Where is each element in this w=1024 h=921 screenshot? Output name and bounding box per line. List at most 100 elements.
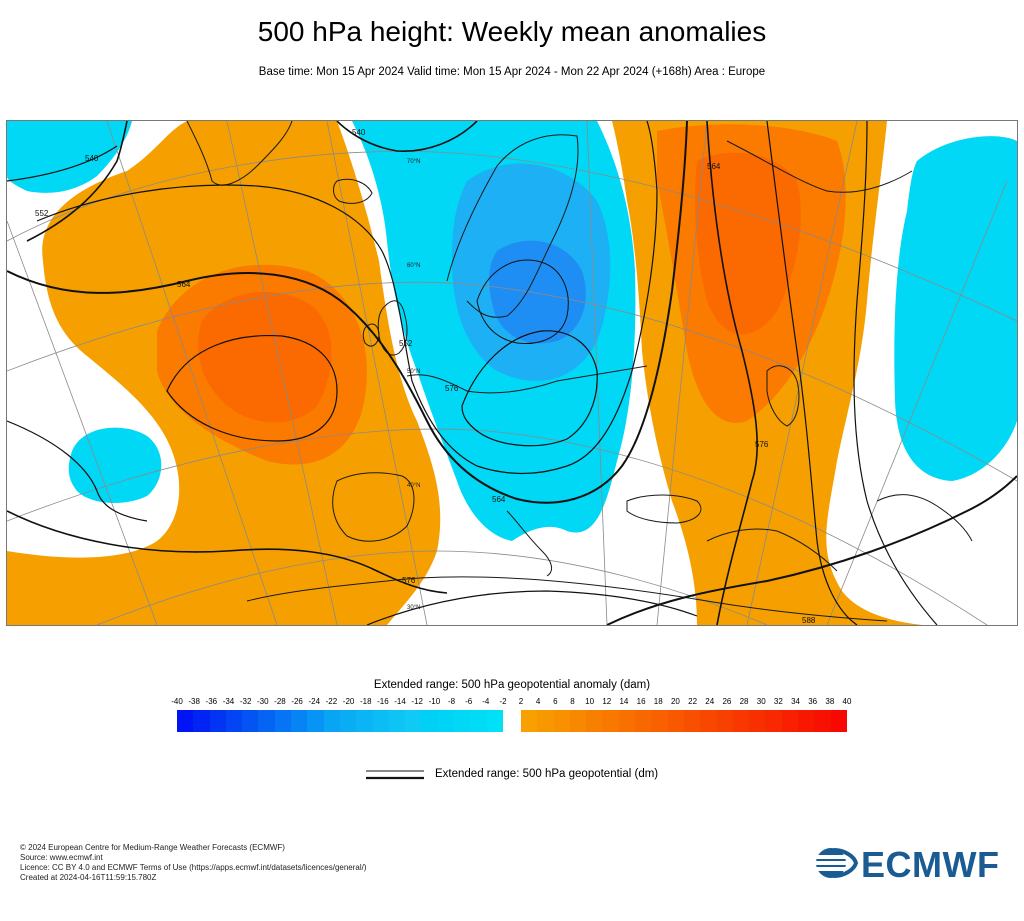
colorbar-tick-label: 22: [688, 697, 698, 706]
colorbar-segment: [749, 710, 766, 732]
colorbar-segment: [225, 710, 243, 732]
colorbar-segment: [732, 710, 750, 732]
negative-colorbar: [177, 710, 503, 732]
colorbar-tick-label: 10: [585, 697, 595, 706]
coast-iran: [876, 494, 973, 542]
contour-label: 564: [707, 162, 721, 171]
colorbar-segment: [618, 710, 636, 732]
colorbar-segment: [470, 710, 487, 732]
coast-iberia: [332, 472, 415, 542]
coast-europe-north: [406, 365, 648, 394]
colorbar-segment: [683, 710, 701, 732]
contour-540-nw: [26, 121, 128, 242]
colorbar-tick-label: -12: [411, 697, 423, 706]
colorbar-segment: [405, 710, 422, 732]
colorbar-segment: [569, 710, 587, 732]
colorbar-tick-label: -38: [188, 697, 200, 706]
colorbar-segment: [437, 710, 455, 732]
colorbar-segment: [486, 710, 503, 732]
colorbar-tick-label: -20: [342, 697, 355, 706]
latitude-label: 30°N: [407, 605, 420, 611]
contour-576-e: [706, 121, 758, 625]
contour-576-sw: [7, 420, 148, 522]
graticule: [7, 121, 1017, 625]
colorbar-segment: [323, 710, 340, 732]
coast-scandinavia: [446, 134, 579, 318]
colorbar-segment: [553, 710, 570, 732]
contour-label: 588: [802, 616, 816, 625]
colorbar-tick-label: -24: [308, 697, 321, 706]
colorbar-segment: [830, 710, 847, 732]
colorbar-tick-label: -26: [291, 697, 303, 706]
contour-label: 564: [492, 495, 506, 504]
legend-title: Extended range: 500 hPa geopotential ano…: [373, 679, 651, 691]
colorbar-tick-label: -32: [239, 697, 252, 706]
contour-576-s: [7, 510, 448, 594]
colorbar-tick-label: 8: [570, 697, 575, 706]
source-text: Source: www.ecmwf.int: [20, 853, 103, 862]
contour-540-n: [336, 121, 478, 152]
licence-text: Licence: CC BY 4.0 and ECMWF Terms of Us…: [20, 863, 367, 872]
colorbar-segment: [765, 710, 782, 732]
contour-552-w: [36, 184, 568, 475]
strongest-positive-anomaly-east: [695, 152, 801, 335]
colorbar-tick-label: -30: [257, 697, 269, 706]
contour-588: [606, 475, 1017, 625]
colorbar-tick-label: 16: [636, 697, 646, 706]
colorbar-tick-label: 26: [722, 697, 732, 706]
colorbar-tick-label: -10: [428, 697, 441, 706]
ecmwf-logo-icon: [816, 848, 858, 878]
colorbar-segment: [388, 710, 406, 732]
colorbar-tick-label: 20: [670, 697, 680, 706]
contour-576-w: [166, 334, 338, 442]
colorbar-segment: [716, 710, 733, 732]
negative-anomaly-northwest: [7, 121, 132, 193]
contour-552-e: [566, 121, 658, 467]
colorbar-segment: [651, 710, 668, 732]
contour-inner-low: [476, 259, 569, 345]
colorbar-segment: [307, 710, 324, 732]
colorbar-segment: [454, 710, 471, 732]
colorbar-segment: [421, 710, 438, 732]
colorbar-tick-label: 24: [705, 697, 715, 706]
colorbar-segment: [274, 710, 292, 732]
contour-label: 576: [445, 384, 459, 393]
latitude-label: 40°N: [407, 483, 420, 489]
colorbar-segment: [602, 710, 619, 732]
colorbar-segment: [667, 710, 684, 732]
contour-576-far-e: [853, 121, 938, 625]
positive-tick-labels: 2 4 6 8 10 12 14 16 18 20 22 24 26 28 30 32 34 36 38 40: [519, 697, 852, 707]
contour-564-main: [7, 121, 688, 504]
contour-legend-label: Extended range: 500 hPa geopotential (dm…: [435, 768, 659, 780]
latitude-label: 50°N: [407, 369, 420, 375]
footer: © 2024 European Centre for Medium-Range …: [20, 843, 367, 883]
anomaly-map[interactable]: 540 540 552 564 552 564 576 564 576 576 …: [6, 120, 1018, 626]
colorbar-segment: [193, 710, 210, 732]
contour-label: 540: [85, 154, 99, 163]
colorbar-tick-label: -36: [205, 697, 218, 706]
contour-label: 552: [35, 209, 49, 218]
colorbar-tick-label: 30: [756, 697, 766, 706]
coastlines: [186, 121, 973, 622]
coast-iceland: [333, 178, 373, 204]
colorbar-segment: [372, 710, 389, 732]
colorbar-segment: [291, 710, 308, 732]
map-canvas: 540 540 552 564 552 564 576 564 576 576 …: [7, 121, 1017, 625]
colorbar-segment: [242, 710, 259, 732]
colorbar-segment: [814, 710, 831, 732]
contour-legend-swatch: [366, 770, 424, 780]
negative-anomaly-azores: [68, 427, 162, 503]
colorbar-segment: [700, 710, 717, 732]
ecmwf-logo-text: ECMWF: [861, 844, 1000, 885]
colorbar-tick-label: -40: [171, 697, 183, 706]
colorbar-tick-label: -28: [274, 697, 286, 706]
colorbar-tick-label: 40: [842, 697, 852, 706]
contour-label: 540: [352, 128, 366, 137]
contour-label: 576: [402, 576, 416, 585]
colorbar-tick-label: -34: [222, 697, 235, 706]
strongest-positive-anomaly-atlantic: [198, 291, 332, 423]
contour-label: 576: [755, 440, 769, 449]
coast-black-sea: [626, 494, 702, 524]
colorbar-segment: [258, 710, 275, 732]
coast-arctic-russia: [726, 140, 913, 193]
